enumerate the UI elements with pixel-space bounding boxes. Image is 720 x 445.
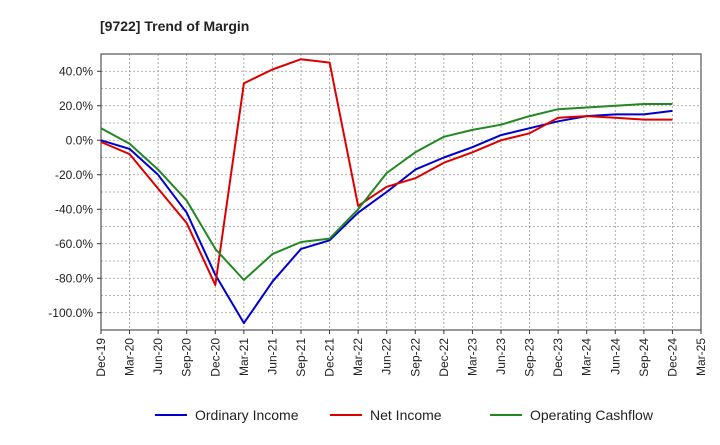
x-tick-label: Jun-23 bbox=[494, 338, 508, 375]
x-tick-label: Mar-20 bbox=[123, 338, 137, 376]
grid-lines bbox=[101, 54, 701, 330]
legend-label: Ordinary Income bbox=[195, 407, 299, 423]
legend-label: Operating Cashflow bbox=[530, 407, 654, 423]
x-tick-label: Sep-24 bbox=[637, 338, 651, 377]
x-tick-label: Dec-23 bbox=[551, 338, 565, 377]
y-axis: 40.0% 20.0% 0.0% -20.0% -40.0% -60.0% -80.0% -1… bbox=[48, 64, 101, 320]
y-tick-label: 20.0% bbox=[59, 99, 93, 113]
x-tick-label: Sep-21 bbox=[294, 338, 308, 377]
x-tick-label: Jun-20 bbox=[151, 338, 165, 375]
y-tick-label: 0.0% bbox=[66, 133, 94, 147]
x-tick-label: Mar-22 bbox=[351, 338, 365, 376]
x-tick-label: Jun-21 bbox=[265, 338, 279, 375]
x-tick-label: Sep-23 bbox=[523, 338, 537, 377]
x-tick-label: Mar-24 bbox=[580, 338, 594, 376]
x-tick-label: Sep-22 bbox=[408, 338, 422, 377]
legend: Ordinary Income Net Income Operating Cashf… bbox=[155, 407, 654, 423]
y-tick-label: -20.0% bbox=[55, 168, 93, 182]
x-tick-label: Mar-23 bbox=[465, 338, 479, 376]
series-line-operating-cashflow bbox=[100, 103, 673, 281]
y-tick-label: 40.0% bbox=[59, 64, 93, 78]
x-tick-label: Dec-21 bbox=[323, 338, 337, 377]
x-tick-label: Dec-19 bbox=[94, 338, 108, 377]
legend-label: Net Income bbox=[370, 407, 442, 423]
x-tick-label: Dec-20 bbox=[208, 338, 222, 377]
y-tick-label: -100.0% bbox=[48, 306, 93, 320]
y-tick-label: -80.0% bbox=[55, 271, 93, 285]
series-lines bbox=[100, 58, 673, 325]
plot-area-border bbox=[100, 53, 702, 331]
x-tick-label: Sep-20 bbox=[180, 338, 194, 377]
x-tick-label: Dec-24 bbox=[665, 338, 679, 377]
series-line-net-income bbox=[100, 58, 673, 287]
chart-title: [9722] Trend of Margin bbox=[100, 18, 249, 34]
y-tick-label: -40.0% bbox=[55, 202, 93, 216]
y-tick-label: -60.0% bbox=[55, 237, 93, 251]
x-axis: Dec-19 Mar-20 Jun-20 Sep-20 Dec-20 Mar-21 Jun-… bbox=[94, 330, 708, 377]
x-tick-label: Dec-22 bbox=[437, 338, 451, 377]
x-tick-label: Mar-21 bbox=[237, 338, 251, 376]
x-tick-label: Jun-22 bbox=[380, 338, 394, 375]
x-tick-label: Jun-24 bbox=[608, 338, 622, 375]
series-line-ordinary-income bbox=[100, 109, 673, 325]
x-tick-label: Mar-25 bbox=[694, 338, 708, 376]
